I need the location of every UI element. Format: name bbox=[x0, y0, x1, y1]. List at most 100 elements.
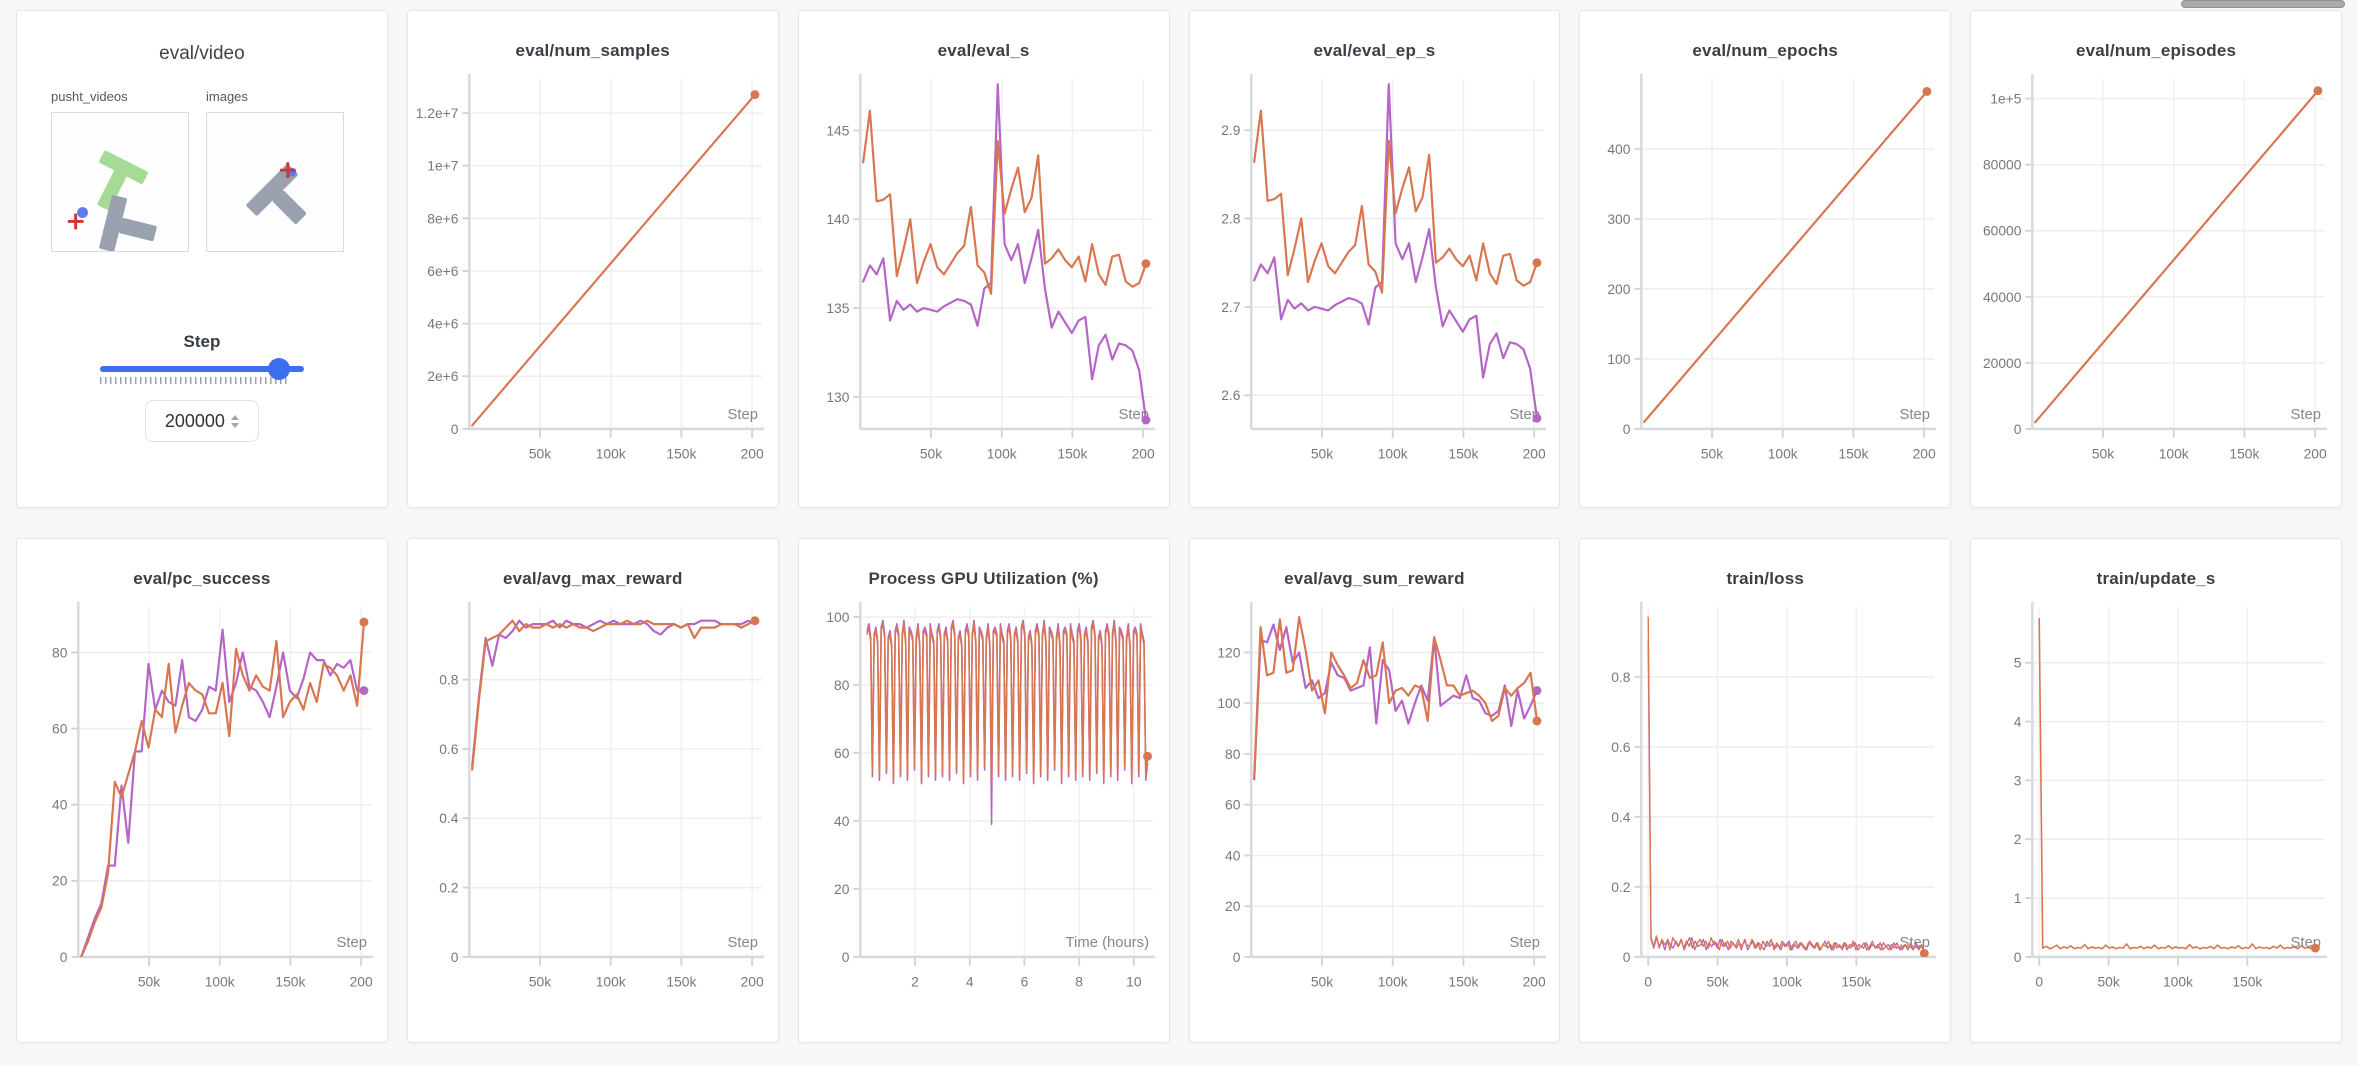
media-thumbnails-row: pusht_videos bbox=[17, 89, 387, 252]
x-tick-label: 50k bbox=[1707, 974, 1729, 990]
x-tick-label: 0 bbox=[1645, 974, 1653, 990]
x-tick-label: 100k bbox=[1377, 446, 1407, 462]
x-tick-label: 50k bbox=[2092, 446, 2114, 462]
x-tick-label: 200 bbox=[1522, 446, 1545, 462]
step-number-input[interactable]: 200000 bbox=[144, 400, 259, 442]
y-tick-label: 20 bbox=[834, 881, 850, 897]
x-tick-label: 50k bbox=[529, 974, 551, 990]
x-axis-label: Step bbox=[1900, 935, 1931, 951]
chart-canvas[interactable]: 130 135 140 145 50k 100k 150k 200 Step bbox=[799, 65, 1169, 480]
series-endpoint-orange bbox=[1531, 258, 1541, 268]
x-tick-label: 50k bbox=[1310, 974, 1332, 990]
series-endpoint-orange bbox=[1141, 259, 1151, 269]
y-tick-label: 400 bbox=[1608, 141, 1631, 157]
target-cross bbox=[67, 213, 84, 230]
chart-panel[interactable]: train/loss 0 0.2 0.4 0.6 0.8 0 50k 100k 150k Step bbox=[1579, 538, 1952, 1043]
x-axis-label: Time (hours) bbox=[1065, 935, 1149, 951]
spinner-up-icon[interactable] bbox=[230, 414, 239, 420]
media-panel-eval-video[interactable]: eval/video pusht_videos bbox=[16, 10, 388, 508]
x-tick-label: 150k bbox=[1839, 446, 1869, 462]
series-endpoint-purple bbox=[1531, 686, 1541, 696]
step-slider-thumb[interactable] bbox=[268, 358, 291, 380]
chart-panel[interactable]: eval/eval_ep_s 2.6 2.7 2.8 2.9 50k 100k 150k 200… bbox=[1188, 10, 1561, 508]
x-tick-label: 150k bbox=[666, 974, 696, 990]
y-tick-label: 2.7 bbox=[1221, 299, 1240, 315]
x-tick-label: 150k bbox=[1842, 974, 1872, 990]
series-endpoint-orange bbox=[359, 617, 369, 627]
x-tick-label: 200 bbox=[350, 974, 373, 990]
y-tick-label: 0 bbox=[2014, 421, 2022, 437]
y-tick-label: 20 bbox=[52, 873, 68, 889]
y-tick-label: 2e+6 bbox=[427, 368, 458, 384]
chart-title: train/loss bbox=[1726, 569, 1805, 588]
chart-panel[interactable]: eval/avg_sum_reward 0 20 40 60 80 100 120 50k 100… bbox=[1188, 538, 1561, 1043]
x-tick-label: 100k bbox=[1772, 974, 1802, 990]
x-tick-label: 200 bbox=[740, 446, 763, 462]
chart-title: eval/eval_ep_s bbox=[1313, 41, 1436, 60]
gray-t-block bbox=[99, 195, 157, 252]
pusht-video-thumbnail[interactable] bbox=[51, 112, 189, 252]
chart-canvas[interactable]: 2.6 2.7 2.8 2.9 50k 100k 150k 200 Step bbox=[1190, 65, 1560, 480]
chart-canvas[interactable]: 0 20000 40000 60000 80000 1e+5 50k 100k 150k 200 S… bbox=[1971, 65, 2341, 480]
x-tick-label: 100k bbox=[1768, 446, 1798, 462]
chart-panel[interactable]: eval/num_episodes 0 20000 40000 60000 80000 1e… bbox=[1970, 10, 2342, 508]
x-tick-label: 150k bbox=[1448, 974, 1478, 990]
agent-dot bbox=[77, 207, 88, 218]
x-tick-label: 100k bbox=[2159, 446, 2189, 462]
x-axis-label: Step bbox=[1509, 935, 1540, 951]
y-tick-label: 2.6 bbox=[1221, 387, 1241, 403]
y-tick-label: 1 bbox=[2014, 890, 2022, 906]
x-tick-label: 200 bbox=[1131, 446, 1154, 462]
images-thumbnail[interactable] bbox=[206, 112, 344, 252]
chart-panel[interactable]: eval/eval_s 130 135 140 145 50k 100k 150k 200 Ste… bbox=[797, 10, 1170, 508]
y-tick-label: 300 bbox=[1608, 211, 1631, 227]
y-tick-label: 0 bbox=[1232, 949, 1240, 965]
spinner-down-icon[interactable] bbox=[230, 422, 239, 428]
y-tick-label: 3 bbox=[2014, 772, 2022, 788]
x-tick-label: 10 bbox=[1126, 974, 1142, 990]
series-line-orange bbox=[470, 619, 756, 771]
y-tick-label: 2.9 bbox=[1221, 122, 1241, 138]
media-panel-title: eval/video bbox=[159, 43, 245, 64]
chart-canvas[interactable]: 0 2e+6 4e+6 6e+6 8e+6 1e+7 1.2e+7 50k 100k 150k 20… bbox=[408, 65, 778, 480]
y-tick-label: 80 bbox=[1225, 746, 1241, 762]
chart-panel[interactable]: Process GPU Utilization (%) 0 20 40 60 80 100 2… bbox=[797, 538, 1170, 1043]
chart-panel[interactable]: eval/num_epochs 0 100 200 300 400 50k 100k 150k 2… bbox=[1579, 10, 1952, 508]
series-line-orange bbox=[1252, 615, 1538, 781]
chart-panel[interactable]: eval/num_samples 0 2e+6 4e+6 6e+6 8e+6 1e+7 1.2… bbox=[406, 10, 779, 508]
y-tick-label: 20000 bbox=[1983, 355, 2022, 371]
chart-canvas[interactable]: 0 0.2 0.4 0.6 0.8 50k 100k 150k 200 Step bbox=[408, 593, 778, 1008]
series-endpoint-orange bbox=[1922, 86, 1932, 96]
x-tick-label: 0 bbox=[2036, 974, 2044, 990]
series-endpoint-orange bbox=[1142, 751, 1152, 761]
chart-panel[interactable]: train/update_s 0 1 2 3 4 5 0 50k 100k 150k Step bbox=[1970, 538, 2342, 1043]
series-endpoint-orange bbox=[750, 90, 760, 100]
horizontal-scrollbar[interactable] bbox=[2181, 0, 2345, 8]
y-tick-label: 0 bbox=[1623, 421, 1631, 437]
series-line-purple bbox=[470, 619, 756, 768]
chart-panel[interactable]: eval/avg_max_reward 0 0.2 0.4 0.6 0.8 50k 100k 1… bbox=[406, 538, 779, 1043]
chart-canvas[interactable]: 0 20 40 60 80 100 2 4 6 8 10 Time (hours) bbox=[799, 593, 1169, 1008]
step-slider[interactable] bbox=[99, 358, 304, 384]
series-line-orange bbox=[1252, 109, 1538, 294]
chart-canvas[interactable]: 0 20 40 60 80 50k 100k 150k 200 Step bbox=[17, 593, 387, 1008]
chart-canvas[interactable]: 0 20 40 60 80 100 120 50k 100k 150k 200 Step bbox=[1190, 593, 1560, 1008]
chart-canvas[interactable]: 0 100 200 300 400 50k 100k 150k 200 Step bbox=[1580, 65, 1950, 480]
chart-panel[interactable]: eval/pc_success 0 20 40 60 80 50k 100k 150k 200 St… bbox=[16, 538, 388, 1043]
step-slider-track[interactable] bbox=[99, 366, 304, 372]
y-tick-label: 60 bbox=[1225, 797, 1241, 813]
y-tick-label: 40 bbox=[52, 797, 68, 813]
chart-canvas[interactable]: 0 0.2 0.4 0.6 0.8 0 50k 100k 150k Step bbox=[1580, 593, 1950, 1008]
y-tick-label: 1e+5 bbox=[1990, 91, 2021, 107]
x-tick-label: 6 bbox=[1020, 974, 1028, 990]
y-tick-label: 8e+6 bbox=[427, 210, 458, 226]
series-endpoint-purple bbox=[1531, 413, 1541, 423]
step-slider-ticks bbox=[99, 377, 288, 384]
step-spinner[interactable] bbox=[230, 414, 239, 428]
y-tick-label: 60 bbox=[834, 745, 850, 761]
series-line-purple bbox=[861, 83, 1147, 422]
x-tick-label: 150k bbox=[275, 974, 305, 990]
y-tick-label: 200 bbox=[1608, 281, 1631, 297]
media-caption-images: images bbox=[206, 89, 248, 104]
